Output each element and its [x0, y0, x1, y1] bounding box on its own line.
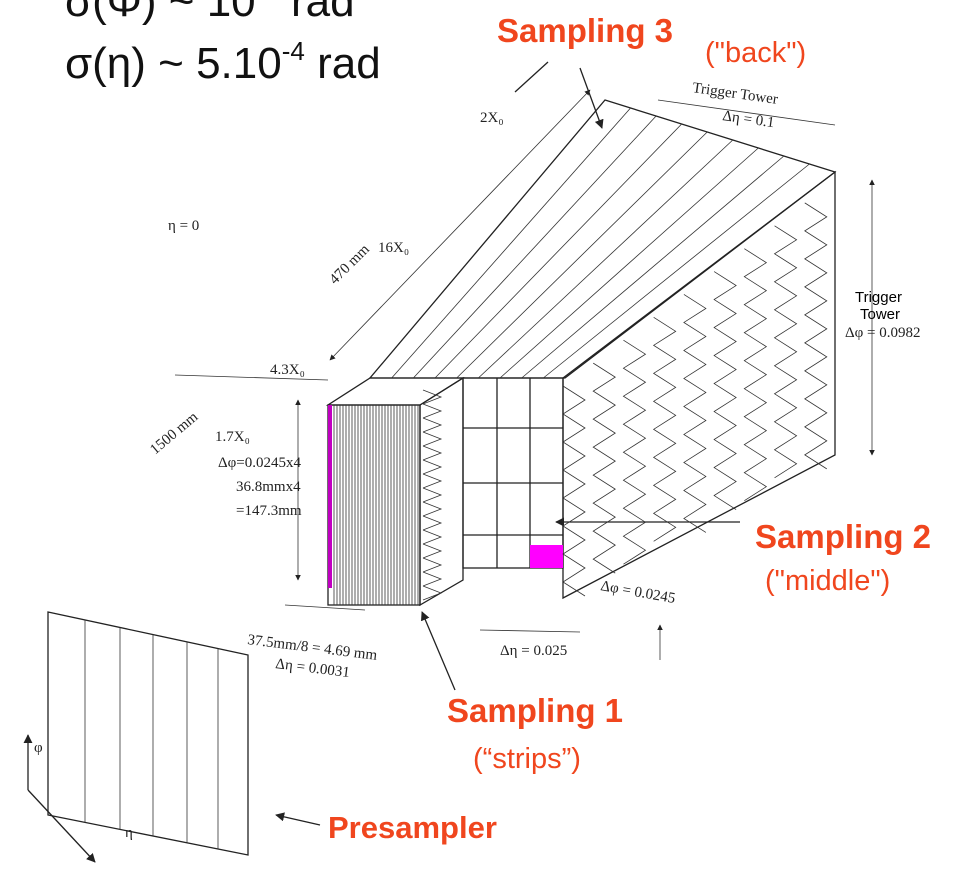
- sampling-name: Sampling 3: [497, 12, 673, 49]
- accordion: [422, 543, 443, 559]
- accordion: [713, 271, 737, 510]
- label: Δφ = 0.0982: [845, 325, 921, 341]
- middle-cells: [462, 377, 564, 569]
- presampler-label: Presampler: [328, 810, 497, 845]
- accordion: [592, 362, 616, 574]
- axis-label: φ: [34, 740, 43, 756]
- accordion: [422, 487, 443, 503]
- accordion: [652, 316, 677, 542]
- resolution-phi: σ(Φ) ~ 10-3 rad: [65, 0, 355, 26]
- label: η = 0: [168, 218, 199, 234]
- label: Trigger: [855, 289, 902, 306]
- pointer-arrow: [514, 61, 549, 93]
- presampler-plate: [47, 611, 249, 856]
- accordion: [422, 473, 443, 489]
- label: 37.5mm/8 = 4.69 mm: [247, 632, 379, 664]
- dimension: [479, 629, 581, 633]
- label: 36.8mmx4: [236, 479, 301, 495]
- strips-top: [325, 377, 466, 406]
- depth-line: [456, 131, 708, 379]
- sampling-alias: (“strips”): [473, 743, 581, 775]
- label: Trigger Tower: [691, 80, 778, 108]
- pointer-arrow: [579, 67, 604, 129]
- accordion: [422, 445, 443, 461]
- resolution-eta: σ(η) ~ 5.10-4 rad: [65, 36, 381, 88]
- sampling-name: Sampling 1: [447, 692, 623, 729]
- label: 2X₀: [480, 110, 504, 126]
- accordion: [422, 529, 443, 545]
- depth-line: [391, 107, 631, 379]
- strip-highlight: [328, 405, 332, 588]
- accordion: [422, 571, 443, 587]
- depth-line: [521, 155, 785, 379]
- accordion: [422, 389, 443, 405]
- label: 1.7X₀: [215, 429, 250, 445]
- calorimeter: [23, 61, 875, 863]
- label: Δφ = 0.0245: [599, 578, 676, 607]
- accordion: [773, 225, 798, 479]
- dimension: [657, 99, 836, 126]
- depth-line: [543, 163, 810, 379]
- axis-label: η: [125, 825, 133, 841]
- depth-line: [413, 115, 657, 379]
- accordion: [422, 515, 443, 531]
- accordion: [422, 417, 443, 433]
- label: 16X₀: [378, 240, 409, 256]
- label: 1500 mm: [147, 409, 201, 458]
- depth-line: [478, 139, 734, 379]
- accordion: [743, 248, 768, 502]
- accordion: [422, 557, 443, 573]
- label: Δη = 0.0031: [275, 656, 351, 681]
- pointer-arrow: [275, 812, 321, 826]
- labels: σ(Φ) ~ 10-3 rad σ(η) ~ 5.10-4 rad Sampli…: [34, 0, 931, 845]
- accordion: [422, 501, 443, 517]
- depth-line: [434, 123, 682, 379]
- label: 4.3X₀: [270, 362, 305, 378]
- depth-line: [499, 147, 759, 379]
- accordion: [422, 459, 443, 475]
- label: Δη = 0.1: [721, 108, 775, 131]
- label: Δφ=0.0245x4: [218, 455, 302, 471]
- accordion: [562, 385, 586, 597]
- accordion: [804, 202, 828, 470]
- axis-arrow: [27, 789, 96, 863]
- label: Tower: [860, 306, 900, 323]
- dimension: [284, 604, 366, 611]
- middle-cell-highlight: [530, 545, 563, 568]
- top-face: [368, 99, 837, 379]
- accordion: [683, 294, 707, 533]
- accordion: [422, 431, 443, 447]
- accordion: [422, 585, 443, 601]
- label: 470 mm: [327, 241, 374, 288]
- label: =147.3mm: [236, 503, 302, 519]
- dimension: [174, 374, 329, 381]
- dimension: [329, 89, 591, 361]
- sampling-name: Sampling 2: [755, 518, 931, 555]
- sampling-alias: ("back"): [705, 37, 806, 69]
- label: Δη = 0.025: [500, 643, 567, 659]
- pointer-arrow: [421, 611, 456, 691]
- sampling-alias: ("middle"): [765, 565, 890, 597]
- accordion: [422, 403, 443, 419]
- accordion: [622, 339, 647, 565]
